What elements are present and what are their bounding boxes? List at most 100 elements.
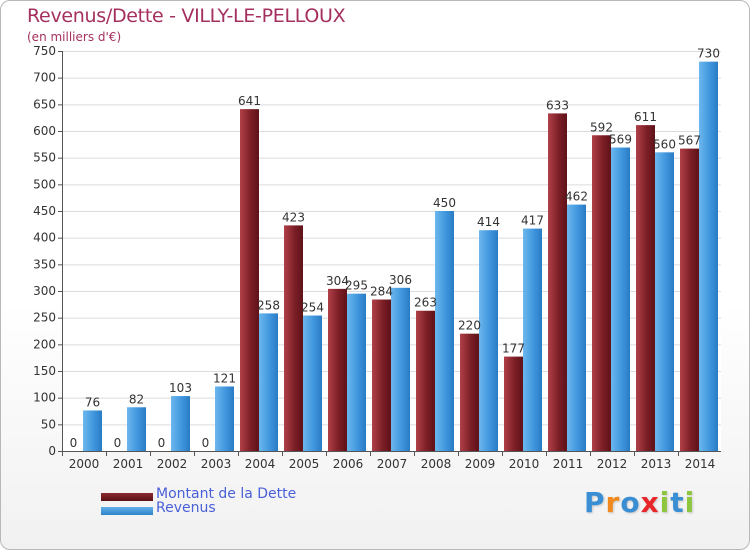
y-tick-label-400: 400 [33, 231, 56, 245]
y-tick-label-300: 300 [33, 284, 56, 298]
x-tick-label-2004: 2004 [245, 457, 276, 471]
data-label-revenus-2009: 414 [477, 215, 500, 229]
bar-revenus-2007 [391, 287, 410, 451]
y-tick-label-50: 50 [41, 417, 56, 431]
x-tick-label-2014: 2014 [685, 457, 716, 471]
data-label-dette-2013: 611 [634, 110, 657, 124]
y-tick-label-700: 700 [33, 71, 56, 85]
data-label-revenus-2003: 121 [213, 371, 236, 385]
bar-dette-2008 [416, 310, 435, 451]
y-tick-label-750: 750 [33, 44, 56, 58]
y-tick-label-450: 450 [33, 204, 56, 218]
logo-letter-x: x [640, 486, 660, 519]
logo-letter-r: r [605, 486, 621, 519]
bar-dette-2004 [240, 109, 259, 451]
bar-revenus-2009 [479, 230, 498, 451]
bar-dette-2013 [636, 125, 655, 451]
bar-revenus-2008 [435, 211, 454, 451]
data-label-dette-2012: 592 [590, 120, 613, 134]
x-tick-label-2008: 2008 [421, 457, 452, 471]
y-tick-label-250: 250 [33, 311, 56, 325]
x-tick-label-2001: 2001 [113, 457, 144, 471]
y-tick-label-350: 350 [33, 257, 56, 271]
label-layer: 0 50 100 150 200 250 300 350 400 450 500 550 600 650 7… [33, 44, 720, 471]
bar-dette-2012 [592, 135, 611, 451]
data-label-revenus-2011: 462 [565, 190, 588, 204]
chart-title: Revenus/Dette - VILLY-LE-PELLOUX [27, 5, 346, 27]
data-label-dette-2001: 0 [114, 436, 122, 450]
x-tick-label-2013: 2013 [641, 457, 672, 471]
x-tick-label-2005: 2005 [289, 457, 320, 471]
data-label-revenus-2012: 569 [609, 133, 632, 147]
x-tick-label-2002: 2002 [157, 457, 188, 471]
bar-dette-2010 [504, 356, 523, 451]
bar-revenus-2011 [567, 204, 586, 451]
x-tick-label-2010: 2010 [509, 457, 540, 471]
logo-letter-p: P [584, 486, 606, 519]
y-tick-label-150: 150 [33, 364, 56, 378]
bar-revenus-2005 [303, 315, 322, 451]
data-label-revenus-2005: 254 [301, 301, 324, 315]
data-label-dette-2005: 423 [282, 210, 305, 224]
y-tick-label-200: 200 [33, 337, 56, 351]
bar-revenus-2006 [347, 293, 366, 451]
data-label-dette-2014: 567 [678, 134, 701, 148]
data-label-dette-2011: 633 [546, 98, 569, 112]
data-label-revenus-2001: 82 [129, 392, 144, 406]
data-label-dette-2000: 0 [70, 436, 78, 450]
y-tick-label-100: 100 [33, 391, 56, 405]
x-tick-label-2007: 2007 [377, 457, 408, 471]
bar-revenus-2002 [171, 396, 190, 451]
data-label-revenus-2002: 103 [169, 381, 192, 395]
data-label-revenus-2010: 417 [521, 214, 544, 228]
y-tick-label-0: 0 [48, 444, 56, 458]
data-label-revenus-2013: 560 [653, 137, 676, 151]
bar-revenus-2004 [259, 313, 278, 451]
x-tick-label-2006: 2006 [333, 457, 364, 471]
bar-revenus-2010 [523, 228, 542, 451]
data-label-revenus-2000: 76 [85, 395, 100, 409]
legend-label-dette: Montant de la Dette [156, 486, 297, 502]
data-label-dette-2010: 177 [502, 342, 525, 356]
data-label-dette-2007: 284 [370, 285, 393, 299]
data-label-revenus-2007: 306 [389, 273, 412, 287]
y-tick-label-650: 650 [33, 97, 56, 111]
data-label-dette-2008: 263 [414, 296, 437, 310]
bar-dette-2006 [328, 288, 347, 451]
legend-swatch-dette [101, 493, 153, 501]
data-label-dette-2003: 0 [202, 436, 210, 450]
legend-label-revenus: Revenus [156, 500, 216, 516]
y-tick-label-600: 600 [33, 124, 56, 138]
bar-dette-2007 [372, 299, 391, 451]
bar-dette-2009 [460, 333, 479, 451]
data-label-dette-2006: 304 [326, 274, 349, 288]
data-label-revenus-2014: 730 [697, 47, 720, 61]
y-tick-label-500: 500 [33, 177, 56, 191]
bar-dette-2005 [284, 225, 303, 451]
x-tick-label-2003: 2003 [201, 457, 232, 471]
bar-revenus-2001 [127, 407, 146, 451]
logo-letter-o: o [620, 486, 641, 519]
x-tick-label-2012: 2012 [597, 457, 628, 471]
data-label-dette-2002: 0 [158, 436, 166, 450]
x-tick-label-2011: 2011 [553, 457, 584, 471]
legend-swatch-revenus [101, 507, 153, 515]
proxiti-logo: Proxiti [584, 486, 695, 519]
data-label-dette-2004: 641 [238, 94, 261, 108]
bar-revenus-2013 [655, 152, 674, 452]
bar-dette-2014 [680, 148, 699, 451]
data-label-dette-2009: 220 [458, 319, 481, 333]
data-label-revenus-2004: 258 [257, 298, 280, 312]
data-label-revenus-2006: 295 [345, 279, 368, 293]
x-tick-label-2000: 2000 [69, 457, 100, 471]
bar-revenus-2003 [215, 386, 234, 451]
logo-letter-t: t [670, 486, 685, 519]
logo-letter-i2: i [684, 486, 696, 519]
bar-revenus-2012 [611, 147, 630, 452]
bar-dette-2011 [548, 113, 567, 452]
data-label-revenus-2008: 450 [433, 196, 456, 210]
bar-revenus-2014 [699, 61, 718, 452]
bar-revenus-2000 [83, 410, 102, 451]
